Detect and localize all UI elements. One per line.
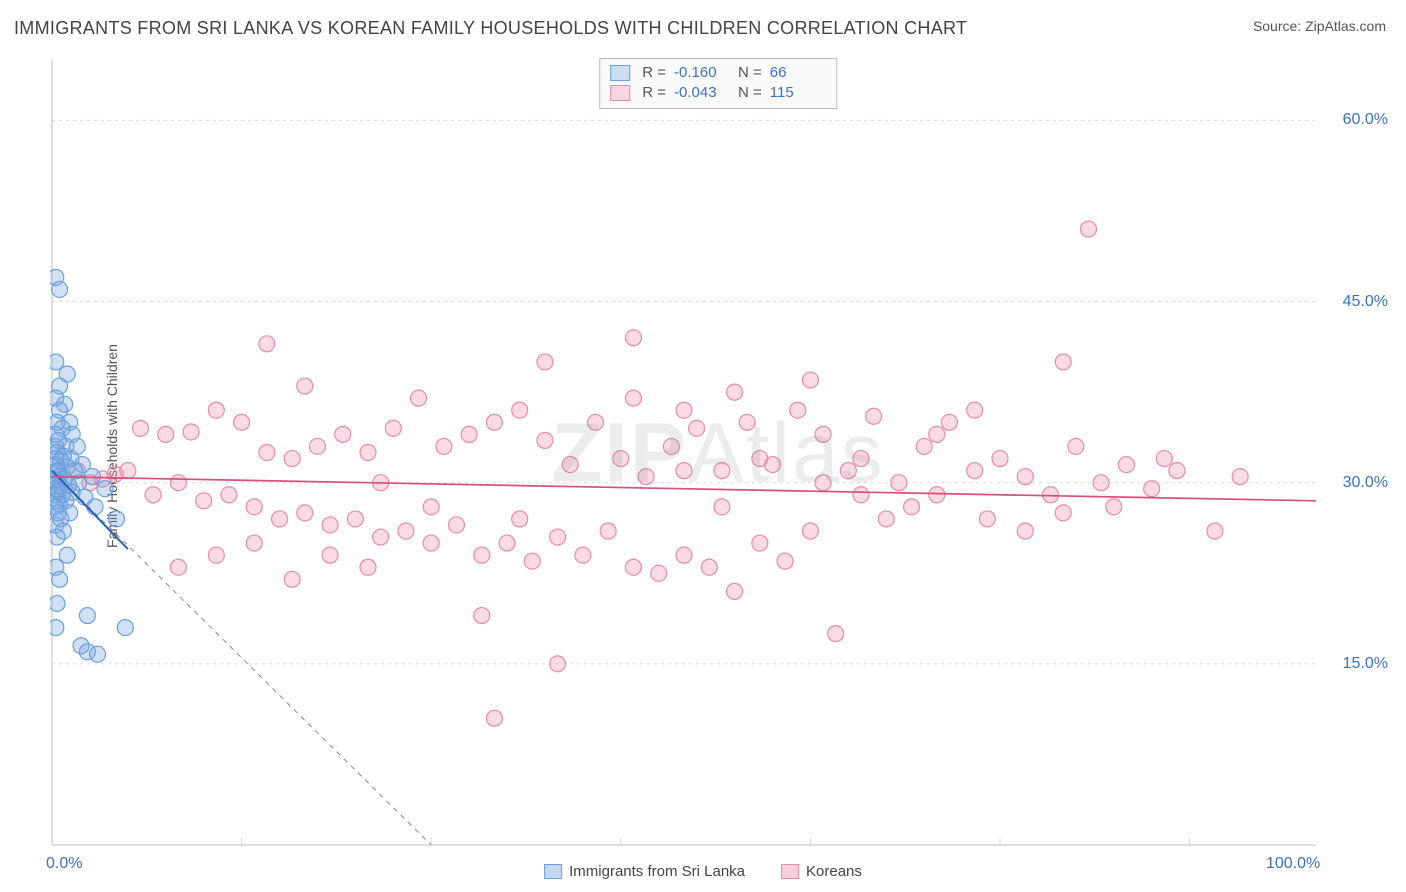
legend-item-srilanka: Immigrants from Sri Lanka [544, 863, 745, 880]
legend-row-koreans: R = -0.043 N = 115 [610, 83, 822, 103]
stats-legend: R = -0.160 N = 66 R = -0.043 N = 115 [599, 58, 837, 109]
n-label: N = [738, 63, 762, 83]
legend-row-srilanka: R = -0.160 N = 66 [610, 63, 822, 83]
x-tick-label: 100.0% [1266, 855, 1320, 873]
chart-title: IMMIGRANTS FROM SRI LANKA VS KOREAN FAMI… [14, 18, 967, 39]
swatch-icon [781, 864, 799, 879]
scatter-plot [50, 58, 1386, 847]
n-value-koreans: 115 [770, 83, 822, 103]
legend-label: Koreans [806, 863, 862, 880]
legend-item-koreans: Koreans [781, 863, 862, 880]
y-tick-label: 15.0% [1343, 655, 1388, 673]
r-label: R = [642, 83, 666, 103]
swatch-icon [544, 864, 562, 879]
y-tick-label: 60.0% [1343, 111, 1388, 129]
r-value-koreans: -0.043 [674, 83, 726, 103]
legend-label: Immigrants from Sri Lanka [569, 863, 745, 880]
swatch-srilanka [610, 65, 630, 81]
source-label: Source: ZipAtlas.com [1253, 18, 1386, 34]
n-value-srilanka: 66 [770, 63, 822, 83]
n-label: N = [738, 83, 762, 103]
y-tick-label: 45.0% [1343, 293, 1388, 311]
y-tick-label: 30.0% [1343, 474, 1388, 492]
r-value-srilanka: -0.160 [674, 63, 726, 83]
x-tick-label: 0.0% [46, 855, 82, 873]
r-label: R = [642, 63, 666, 83]
chart-area: ZIPAtlas R = -0.160 N = 66 R = -0.043 N … [50, 58, 1386, 847]
swatch-koreans [610, 85, 630, 101]
bottom-legend: Immigrants from Sri Lanka Koreans [544, 863, 862, 880]
